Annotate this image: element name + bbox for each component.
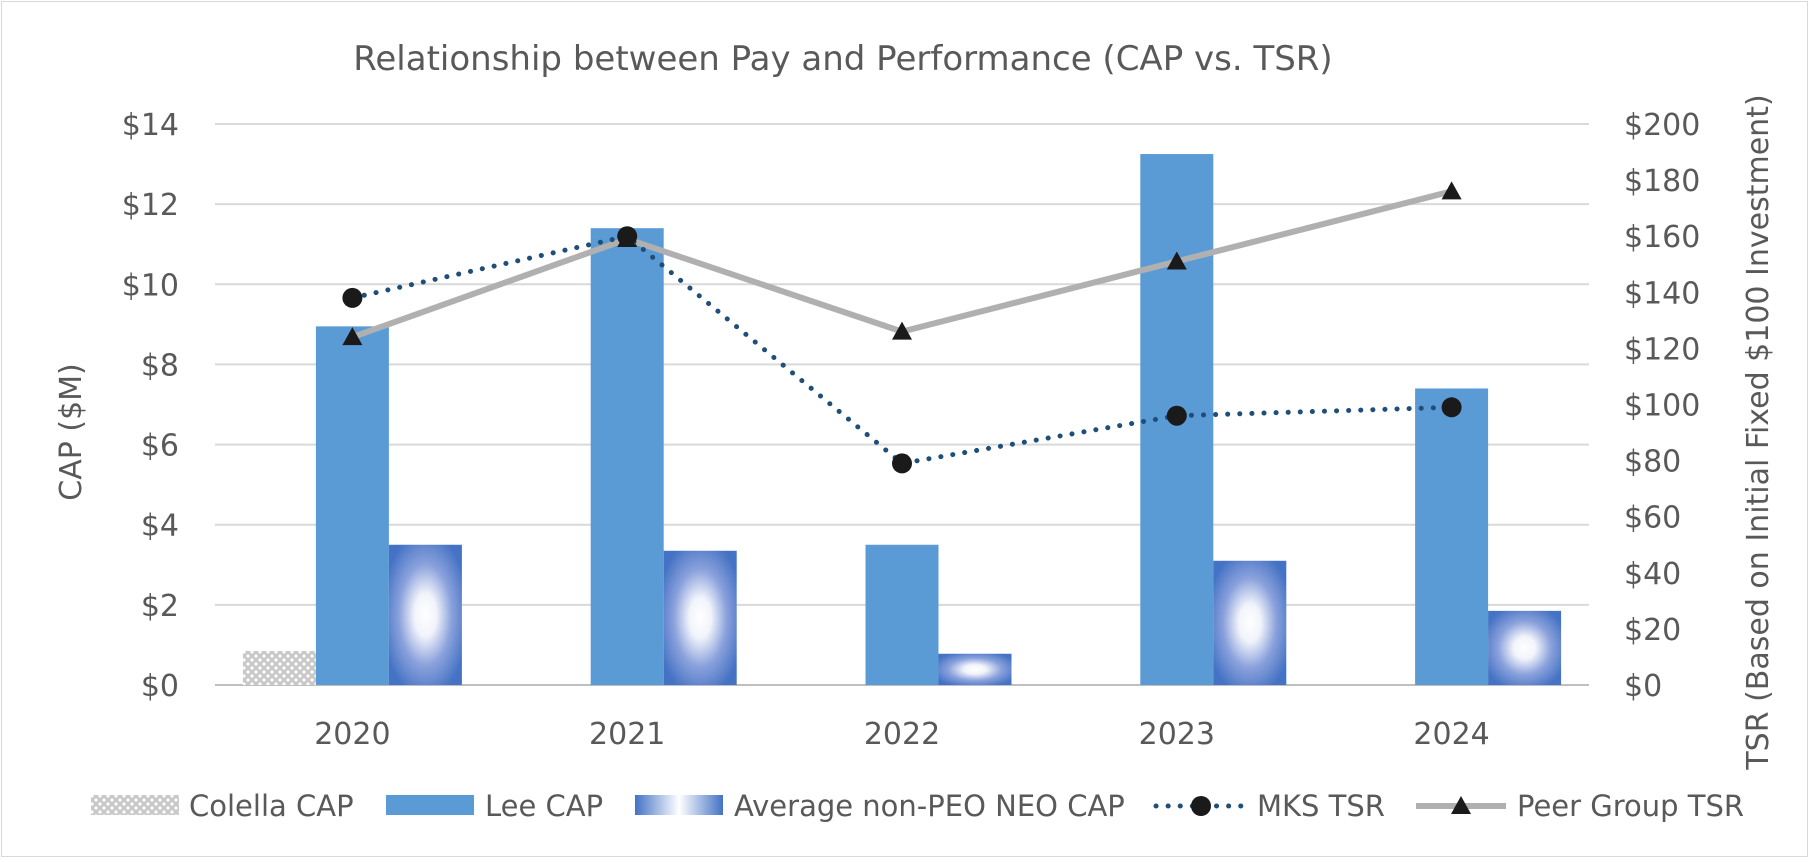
legend-item-colella-cap[interactable]: Colella CAP bbox=[91, 789, 354, 823]
legend-swatch-colella-cap bbox=[91, 795, 179, 815]
chart-title: Relationship between Pay and Performance… bbox=[353, 39, 1332, 79]
y-tick-label: $6 bbox=[141, 429, 179, 464]
left-axis-ticks: $0 $2 $4 $6 $8 $10 $12 $14 bbox=[122, 108, 179, 704]
marker-mks-tsr[interactable] bbox=[342, 287, 363, 308]
line-peer-group-tsr[interactable] bbox=[351, 188, 1453, 341]
bar-average-non-peo-neo-cap[interactable] bbox=[938, 653, 1012, 685]
legend-marker-peer-group-tsr bbox=[1451, 796, 1471, 814]
y2-tick-label: $0 bbox=[1624, 669, 1662, 704]
x-tick-label: 2023 bbox=[1139, 717, 1215, 752]
legend-swatch-average-non-peo-neo-cap bbox=[635, 795, 723, 815]
y2-tick-label: $100 bbox=[1624, 389, 1700, 424]
legend-swatch-lee-cap bbox=[386, 795, 474, 815]
marker-peer-group-tsr[interactable] bbox=[1441, 181, 1462, 200]
bar-series bbox=[242, 154, 1562, 685]
legend-item-lee-cap[interactable]: Lee CAP bbox=[386, 789, 603, 823]
legend-item-peer-group-tsr[interactable]: Peer Group TSR bbox=[1416, 789, 1744, 823]
marker-peer-group-tsr[interactable] bbox=[1166, 251, 1187, 270]
bar-lee-cap[interactable] bbox=[315, 326, 389, 685]
x-tick-label: 2022 bbox=[864, 717, 940, 752]
bar-lee-cap[interactable] bbox=[865, 544, 939, 685]
x-tick-label: 2024 bbox=[1413, 717, 1489, 752]
y-tick-label: $4 bbox=[141, 509, 179, 544]
marker-mks-tsr[interactable] bbox=[892, 453, 912, 474]
bar-average-non-peo-neo-cap[interactable] bbox=[1488, 610, 1562, 685]
marker-mks-tsr[interactable] bbox=[617, 226, 638, 247]
y2-tick-label: $120 bbox=[1624, 332, 1700, 367]
bar-average-non-peo-neo-cap[interactable] bbox=[663, 550, 737, 685]
y-tick-label: $2 bbox=[141, 589, 179, 624]
line-mks-tsr[interactable] bbox=[349, 233, 1455, 467]
bar-lee-cap[interactable] bbox=[1415, 388, 1489, 685]
y2-axis-label: TSR (Based on Initial Fixed $100 Investm… bbox=[1741, 94, 1776, 770]
y-tick-label: $8 bbox=[141, 348, 179, 383]
legend-label-average-non-peo-neo-cap: Average non-PEO NEO CAP bbox=[734, 789, 1125, 823]
legend-label-colella-cap: Colella CAP bbox=[189, 789, 354, 823]
bar-average-non-peo-neo-cap[interactable] bbox=[388, 544, 462, 685]
legend-item-mks-tsr[interactable]: MKS TSR bbox=[1153, 789, 1385, 823]
bar-average-non-peo-neo-cap[interactable] bbox=[1213, 560, 1287, 685]
marker-peer-group-tsr[interactable] bbox=[342, 327, 363, 346]
legend-label-lee-cap: Lee CAP bbox=[485, 789, 603, 823]
legend-item-average-non-peo-neo-cap[interactable]: Average non-PEO NEO CAP bbox=[635, 789, 1125, 823]
y2-tick-label: $180 bbox=[1624, 164, 1700, 199]
y-tick-label: $10 bbox=[122, 268, 179, 303]
legend-marker-mks-tsr bbox=[1191, 796, 1211, 816]
y2-tick-label: $160 bbox=[1624, 220, 1700, 255]
legend-label-mks-tsr: MKS TSR bbox=[1257, 789, 1385, 823]
legend-label-peer-group-tsr: Peer Group TSR bbox=[1517, 789, 1744, 823]
y-tick-label: $14 bbox=[122, 108, 179, 143]
marker-mks-tsr[interactable] bbox=[1441, 397, 1462, 418]
marker-peer-group-tsr[interactable] bbox=[892, 321, 912, 340]
y-axis-label: CAP ($M) bbox=[54, 363, 89, 500]
y2-tick-label: $200 bbox=[1624, 108, 1700, 143]
right-axis-ticks: $0 $20 $40 $60 $80 $100 $120 $140 $160 $180 $200 bbox=[1624, 108, 1700, 704]
x-tick-label: 2020 bbox=[314, 717, 390, 752]
bar-colella-cap[interactable] bbox=[242, 650, 316, 685]
y-tick-label: $12 bbox=[122, 188, 179, 223]
x-axis-ticks: 2020 2021 2022 2023 2024 bbox=[314, 717, 1490, 752]
bar-lee-cap[interactable] bbox=[590, 228, 664, 685]
marker-mks-tsr[interactable] bbox=[1166, 405, 1187, 426]
y2-tick-label: $20 bbox=[1624, 613, 1681, 648]
y2-tick-label: $40 bbox=[1624, 557, 1681, 592]
y2-tick-label: $80 bbox=[1624, 445, 1681, 480]
legend: Colella CAP Lee CAP Average non-PEO NEO … bbox=[91, 789, 1744, 823]
y2-tick-label: $140 bbox=[1624, 276, 1700, 311]
x-tick-label: 2021 bbox=[589, 717, 665, 752]
line-series bbox=[342, 181, 1462, 474]
y-tick-label: $0 bbox=[141, 669, 179, 704]
y2-tick-label: $60 bbox=[1624, 501, 1681, 536]
